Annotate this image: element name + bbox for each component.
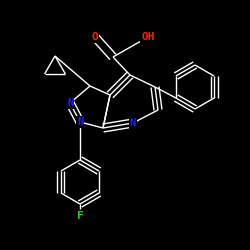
Text: F: F <box>76 211 84 221</box>
Text: O: O <box>92 32 98 42</box>
Text: OH: OH <box>141 32 155 42</box>
Text: N: N <box>77 117 83 127</box>
Text: N: N <box>67 98 73 108</box>
Text: N: N <box>130 118 136 128</box>
